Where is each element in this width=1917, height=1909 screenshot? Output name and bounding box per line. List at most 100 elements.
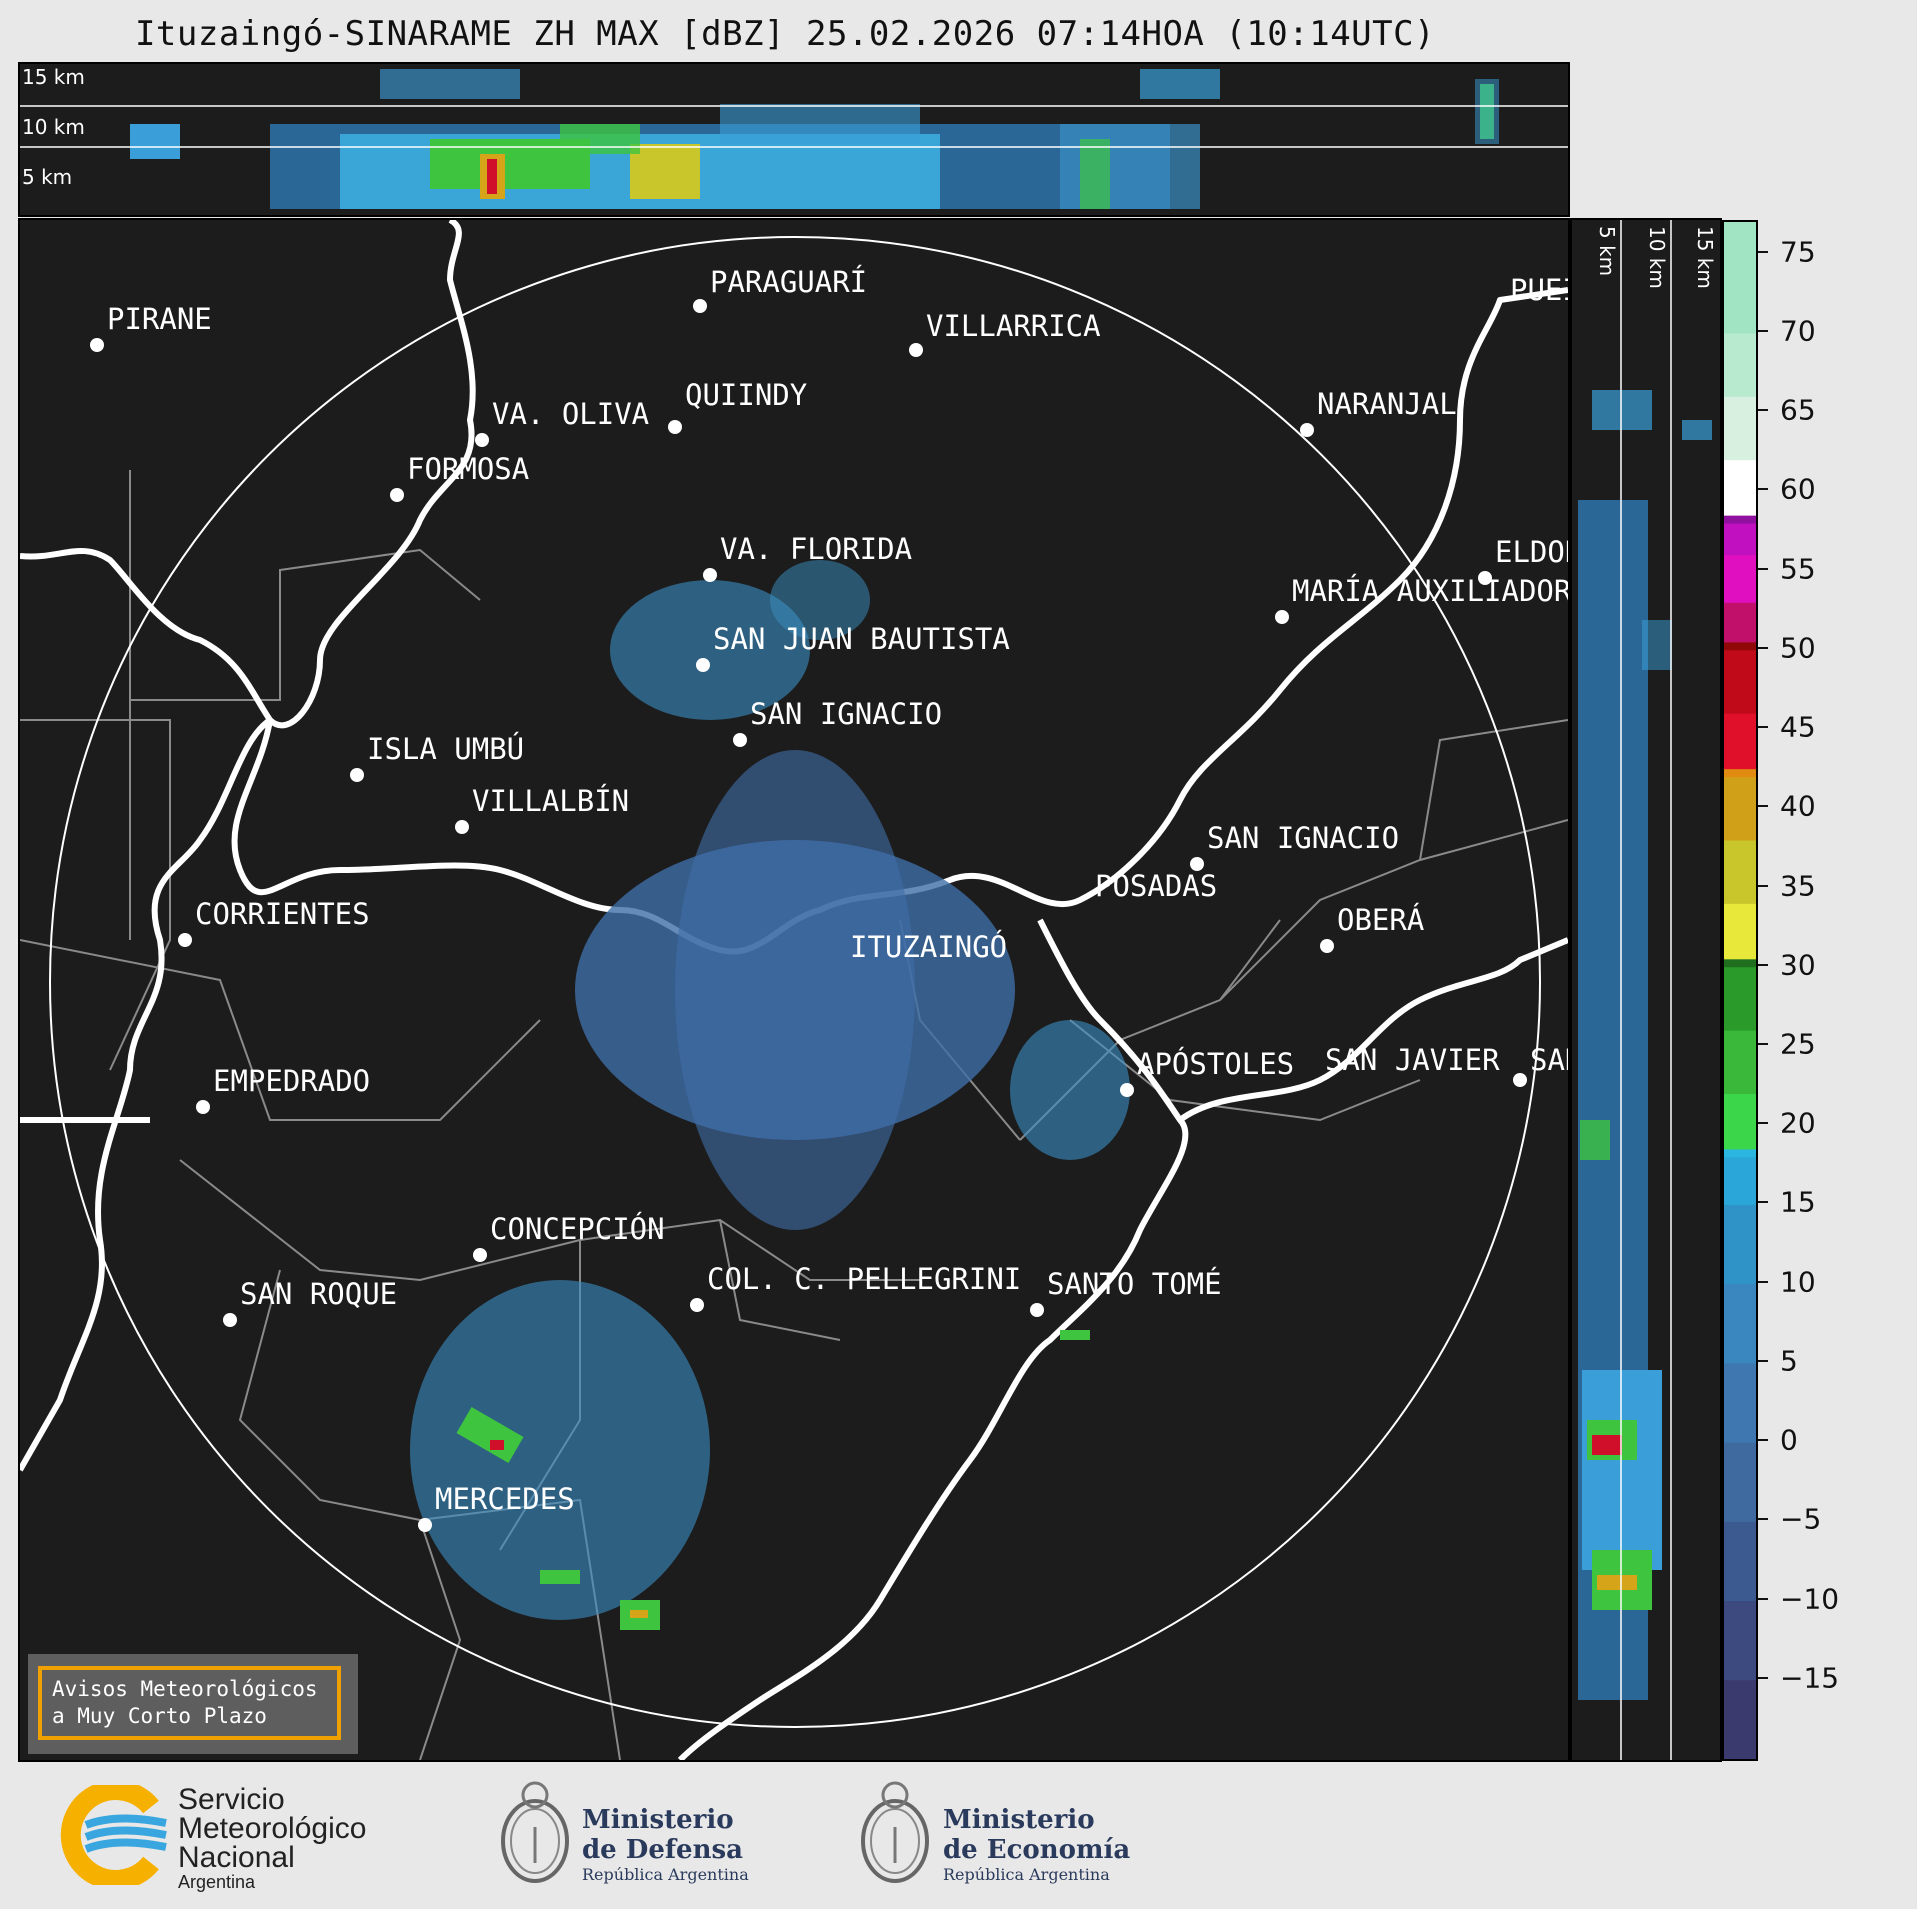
colorbar-tick-mark: [1758, 805, 1768, 808]
city-label-maria-auxiliador: MARÍA AUXILIADOR: [1292, 574, 1568, 608]
range-ring: [49, 236, 1541, 1728]
city-label-isla-umbu: ISLA UMBÚ: [367, 732, 524, 766]
radar-map-panel: PARAGUARÍ PIRANE VILLARRICA QUIINDY VA. …: [18, 218, 1570, 1762]
city-label-san-javier: SAN JAVIER: [1325, 1043, 1500, 1077]
city-label-eldor: ELDOR: [1495, 535, 1568, 569]
colorbar-tick-mark: [1758, 646, 1768, 649]
colorbar-tick-label: 75: [1780, 235, 1816, 269]
city-label-va-florida: VA. FLORIDA: [720, 532, 912, 566]
colorbar-tick-mark: [1758, 1201, 1768, 1204]
colorbar-tick-label: 65: [1780, 393, 1816, 427]
right-alt-label-15: 15 km: [1693, 226, 1717, 289]
colorbar-segment: [1724, 958, 1756, 968]
economia-line-1: Ministerio: [943, 1805, 1095, 1835]
colorbar-segment: [1724, 222, 1756, 334]
city-label-santo-tome: SANTO TOMÉ: [1047, 1267, 1222, 1301]
defensa-line-2: de Defensa: [582, 1835, 743, 1865]
colorbar-segment: [1724, 649, 1756, 714]
colorbar-segment: [1724, 1442, 1756, 1522]
colorbar-segment: [1724, 641, 1756, 651]
colorbar-tick-mark: [1758, 1439, 1768, 1442]
city-label-villarrica: VILLARRICA: [926, 309, 1101, 343]
echo-cross-section-right: [1578, 390, 1712, 1700]
colorbar-tick-mark: [1758, 1359, 1768, 1362]
city-label-empedrado: EMPEDRADO: [213, 1064, 370, 1098]
colorbar-tick-mark: [1758, 567, 1768, 570]
city-label-ituzaingo: ITUZAINGÓ: [850, 930, 1007, 964]
colorbar-tick-label: 60: [1780, 472, 1816, 506]
colorbar-segment: [1724, 713, 1756, 770]
top-alt-label-10: 10 km: [22, 115, 85, 139]
colorbar-tick-mark: [1758, 1042, 1768, 1045]
colorbar-segment: [1724, 396, 1756, 461]
argentina-seal-icon-2: [861, 1781, 929, 1883]
smn-name: Servicio Meteorológico Nacional Argentin…: [178, 1783, 367, 1893]
right-alt-label-10: 10 km: [1645, 226, 1669, 289]
colorbar-tick-mark: [1758, 1122, 1768, 1125]
colorbar-tick-mark: [1758, 1518, 1768, 1521]
footer: [0, 1765, 1917, 1909]
defensa-line-3: República Argentina: [582, 1865, 749, 1884]
colorbar-segment: [1724, 1156, 1756, 1205]
colorbar-segment: [1724, 1521, 1756, 1602]
city-label-concepcion: CONCEPCIÓN: [490, 1212, 665, 1246]
colorbar-segment: [1724, 903, 1756, 960]
colorbar-tick-label: 70: [1780, 314, 1816, 348]
smn-logo-icon: [60, 1785, 167, 1885]
city-label-quiindy: QUIINDY: [685, 378, 807, 412]
colorbar-tick-mark: [1758, 1676, 1768, 1679]
colorbar-tick-label: 55: [1780, 552, 1816, 586]
city-label-puei: PUEI: [1510, 273, 1568, 307]
colorbar-segment: [1724, 554, 1756, 603]
city-label-san-ignacio-py: SAN IGNACIO: [750, 697, 942, 731]
smn-line-2: Meteorológico: [178, 1812, 367, 1845]
argentina-seal-icon: [501, 1781, 569, 1883]
smn-line-1: Servicio: [178, 1783, 285, 1816]
colorbar-tick-label: −5: [1780, 1502, 1822, 1536]
city-label-paraguari: PARAGUARÍ: [710, 265, 867, 299]
colorbar-tick-label: 35: [1780, 869, 1816, 902]
colorbar-segment: [1724, 1093, 1756, 1150]
city-label-formosa: FORMOSA: [407, 452, 529, 486]
colorbar-segment: [1724, 602, 1756, 643]
dbz-colorbar: [1722, 220, 1758, 1761]
colorbar-tick-label: 0: [1780, 1423, 1798, 1457]
smn-line-4: Argentina: [178, 1872, 256, 1892]
city-label-posadas: POSADAS: [1095, 869, 1217, 903]
warning-line-1: Avisos Meteorológicos: [52, 1677, 318, 1701]
colorbar-segment: [1724, 459, 1756, 516]
city-label-mercedes: MERCEDES: [435, 1482, 575, 1516]
colorbar-tick-label: 15: [1780, 1185, 1816, 1219]
colorbar-tick-mark: [1758, 963, 1768, 966]
top-alt-label-15: 15 km: [22, 65, 85, 89]
colorbar-tick-label: 25: [1780, 1027, 1816, 1061]
colorbar-tick-label: 10: [1780, 1265, 1816, 1299]
warning-box-frame: Avisos Meteorológicos a Muy Corto Plazo: [38, 1666, 341, 1740]
colorbar-segment: [1724, 966, 1756, 1031]
colorbar-tick-mark: [1758, 488, 1768, 491]
top-alt-label-5: 5 km: [22, 165, 72, 189]
colorbar-tick-label: 50: [1780, 631, 1816, 665]
colorbar-segment: [1724, 776, 1756, 841]
colorbar-tick-mark: [1758, 329, 1768, 332]
colorbar-segment: [1724, 1148, 1756, 1158]
chart-title: Ituzaingó-SINARAME ZH MAX [dBZ] 25.02.20…: [134, 14, 1436, 54]
city-label-col-c-pellegrini: COL. C. PELLEGRINI: [707, 1262, 1021, 1296]
colorbar-segment: [1724, 1283, 1756, 1364]
colorbar-tick-label: 20: [1780, 1106, 1816, 1140]
colorbar-tick-label: 5: [1780, 1344, 1798, 1378]
echo-cross-section-top: [130, 69, 1499, 209]
colorbar-tick-label: 45: [1780, 710, 1816, 744]
right-cross-section-panel: 5 km 10 km 15 km: [1570, 218, 1722, 1762]
colorbar-segment: [1724, 1600, 1756, 1681]
colorbar-segment: [1724, 1679, 1756, 1759]
city-label-corrientes: CORRIENTES: [195, 897, 370, 931]
city-label-va-oliva: VA. OLIVA: [492, 397, 649, 431]
colorbar-tick-mark: [1758, 1280, 1768, 1283]
defensa-name: Ministerio de Defensa República Argentin…: [582, 1805, 749, 1885]
defensa-line-1: Ministerio: [582, 1805, 734, 1835]
city-label-san-roque: SAN ROQUE: [240, 1277, 397, 1311]
colorbar-ticks: 75 70 65 60 55 50 45 40 35 30 25 20 15 10 5 0 −5 −10 −15: [1758, 220, 1878, 1761]
colorbar-tick-mark: [1758, 250, 1768, 253]
colorbar-tick-label: −10: [1780, 1582, 1840, 1616]
